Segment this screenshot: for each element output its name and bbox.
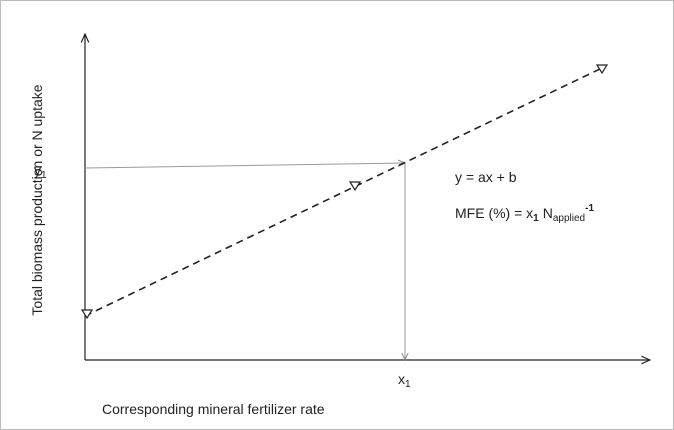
mfe-lhs: MFE (%) = x: [455, 205, 533, 221]
line-equation: y = ax + b: [455, 169, 517, 185]
mfe-n-superscript: -1: [585, 203, 594, 214]
y1-base: y: [34, 162, 41, 178]
point-marker: [348, 181, 362, 192]
x1-base: x: [398, 371, 405, 387]
x-axis-label: Corresponding mineral fertilizer rate: [102, 401, 325, 417]
x1-label: x1: [398, 371, 411, 390]
mfe-n-subscript: applied: [553, 213, 585, 224]
mfe-x-subscript: 1: [533, 213, 539, 224]
mfe-n: N: [543, 205, 553, 221]
point-marker: [595, 64, 609, 75]
mfe-equation: MFE (%) = x1 Napplied-1: [455, 203, 594, 224]
y1-guide: [84, 163, 405, 169]
point-marker: [80, 309, 94, 320]
x1-subscript: 1: [405, 379, 411, 390]
y-axis-label: Total biomass production or N uptake: [29, 84, 45, 315]
y1-label: y1: [34, 162, 47, 181]
y1-subscript: 1: [41, 170, 47, 181]
